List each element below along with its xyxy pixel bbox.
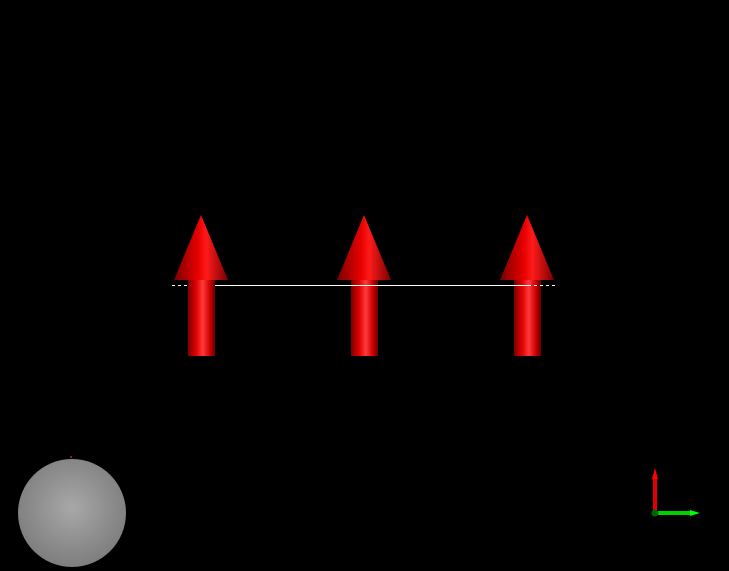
vector-arrow-1[interactable] bbox=[174, 215, 228, 356]
axis-triad bbox=[651, 468, 700, 517]
arrow-3-head bbox=[500, 215, 554, 280]
arrow-3-shaft bbox=[514, 279, 541, 356]
arrow-2-shaft bbox=[351, 279, 378, 356]
arrow-1-shaft bbox=[188, 279, 215, 356]
navigation-sphere[interactable] bbox=[18, 456, 126, 567]
axis-origin bbox=[651, 509, 659, 517]
arrow-1-head bbox=[174, 215, 228, 280]
nav-sphere-marker bbox=[70, 456, 72, 458]
arrow-2-head bbox=[337, 215, 391, 280]
vector-arrow-2[interactable] bbox=[337, 215, 391, 356]
horizontal-axis-arrow bbox=[656, 510, 700, 516]
vertical-axis-arrow bbox=[652, 468, 658, 514]
vector-arrow-3[interactable] bbox=[500, 215, 554, 356]
